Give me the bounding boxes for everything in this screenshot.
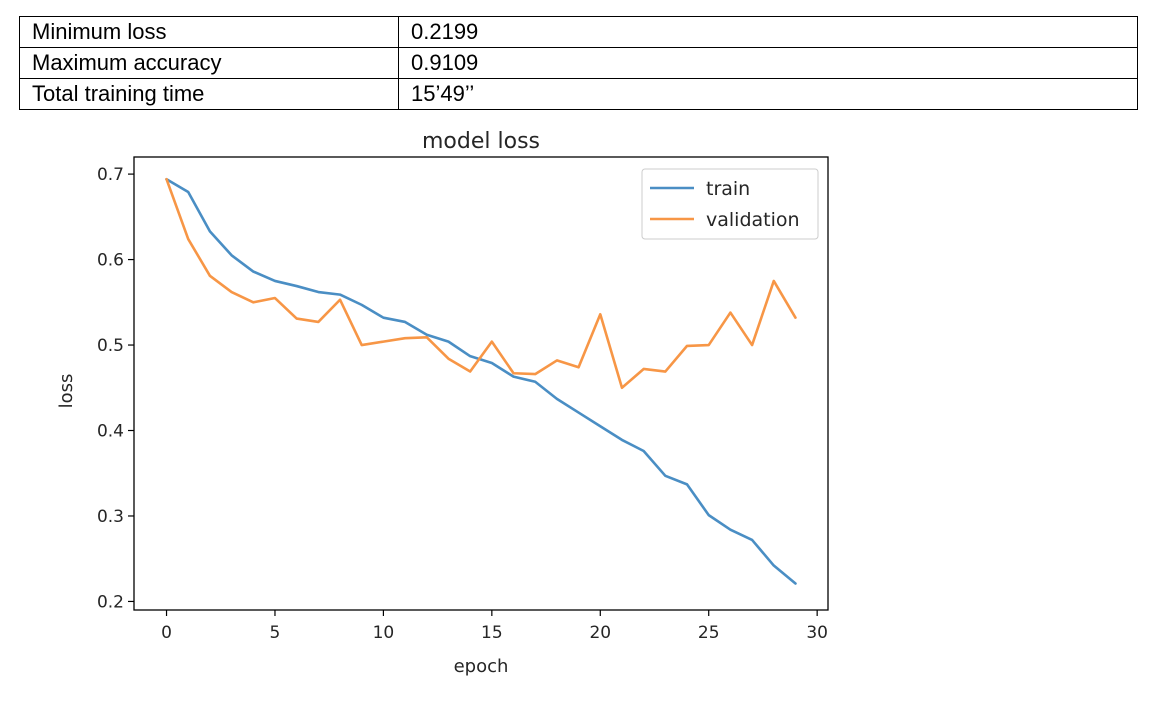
y-tick-label: 0.6 <box>97 251 124 271</box>
axis-ticks: 0 5 10 15 20 25 30 0.2 0.3 0.4 0.5 0.6 0.7 <box>97 165 828 643</box>
legend-label-train: train <box>706 178 750 200</box>
x-tick-label: 20 <box>589 623 611 643</box>
legend-label-validation: validation <box>706 209 800 231</box>
plot-frame <box>133 156 829 611</box>
row-value-total-training-time: 15’49’’ <box>398 78 1138 110</box>
legend: train validation <box>641 168 819 240</box>
x-tick-label: 30 <box>806 623 828 643</box>
row-value-minimum-loss: 0.2199 <box>398 16 1138 48</box>
legend-box <box>641 168 819 240</box>
table-row: Total training time 15’49’’ <box>19 78 1138 110</box>
row-label-minimum-loss: Minimum loss <box>19 16 399 48</box>
series-lines <box>165 177 797 585</box>
y-tick-label: 0.4 <box>97 422 124 442</box>
x-tick-label: 5 <box>270 623 281 643</box>
series-line-validation <box>165 177 797 390</box>
table-row: Minimum loss 0.2199 <box>19 16 1138 48</box>
y-axis-label: loss <box>56 374 77 409</box>
row-label-total-training-time: Total training time <box>19 78 399 110</box>
y-tick-label: 0.2 <box>97 592 124 612</box>
y-tick-label: 0.3 <box>97 507 124 527</box>
x-tick-label: 10 <box>373 623 395 643</box>
y-tick-label: 0.7 <box>97 165 124 185</box>
summary-table: Minimum loss 0.2199 Maximum accuracy 0.9… <box>19 16 1138 110</box>
series-line-train <box>165 177 797 585</box>
x-tick-label: 0 <box>161 623 172 643</box>
x-tick-label: 25 <box>698 623 720 643</box>
y-tick-label: 0.5 <box>97 336 124 356</box>
row-label-maximum-accuracy: Maximum accuracy <box>19 47 399 79</box>
x-axis-label: epoch <box>454 656 509 677</box>
x-tick-label: 15 <box>481 623 503 643</box>
chart-title: model loss <box>422 129 540 154</box>
